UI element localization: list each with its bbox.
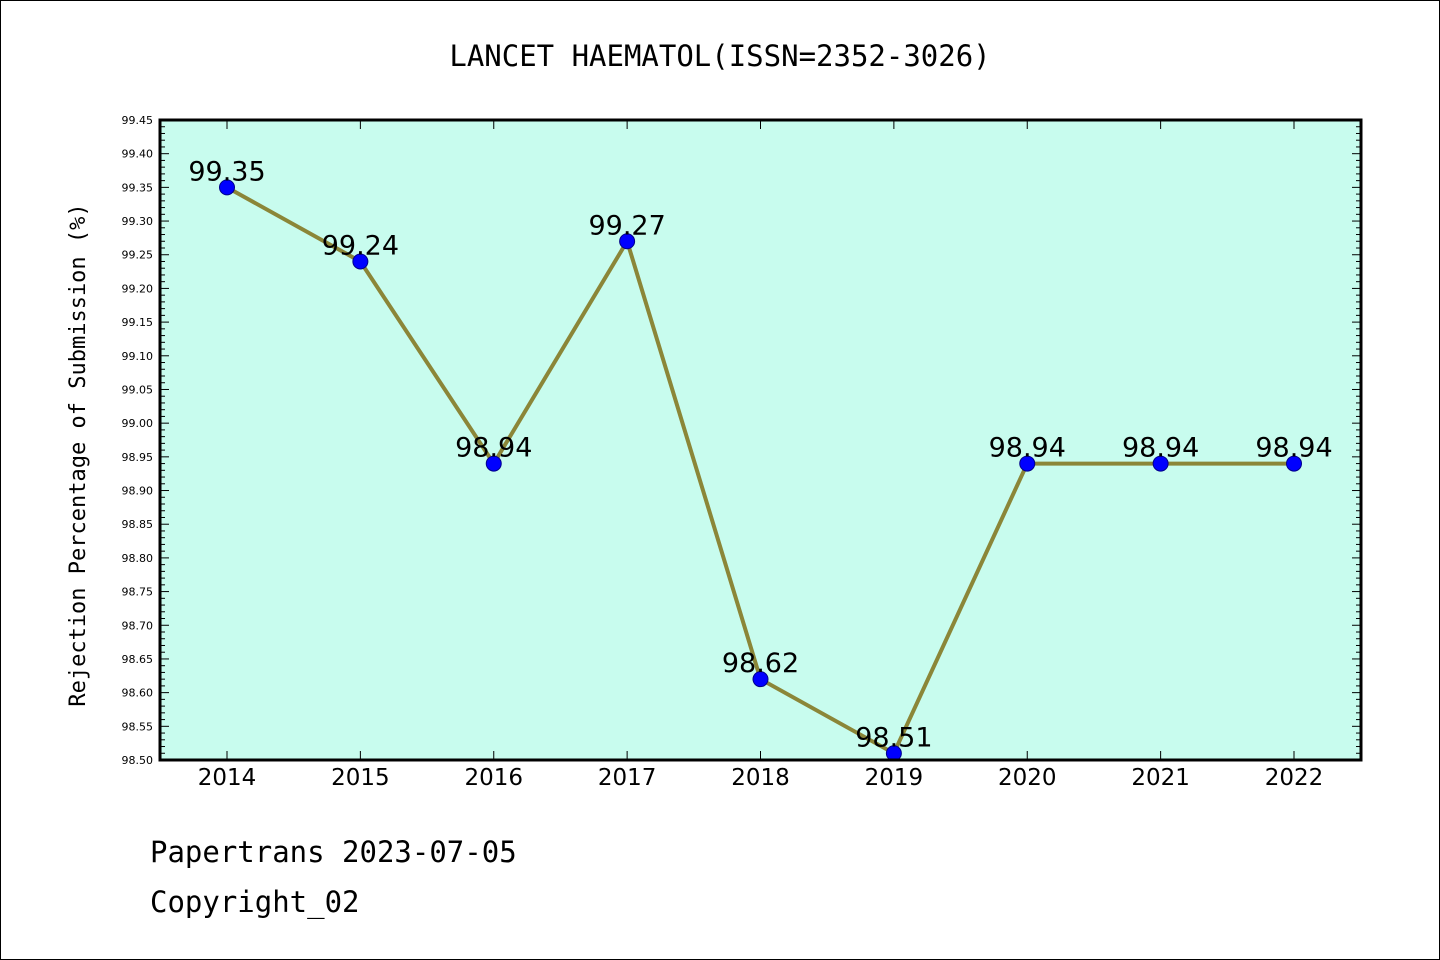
chart-title: LANCET HAEMATOL(ISSN=2352-3026) [449, 39, 990, 73]
y-tick-label: 99.10 [122, 350, 154, 363]
data-point [352, 253, 369, 270]
data-label: 98.94 [1255, 433, 1332, 464]
data-point [619, 233, 636, 250]
x-tick-label: 2016 [464, 765, 523, 791]
x-tick-label: 2021 [1131, 765, 1190, 791]
y-tick-label: 99.35 [122, 181, 154, 194]
footer-papertrans: Papertrans 2023-07-05 [150, 835, 517, 869]
footer-copyright: Copyright_02 [150, 885, 360, 919]
y-tick-label: 98.90 [122, 485, 154, 498]
data-label: 99.35 [188, 156, 265, 187]
y-tick-label: 99.00 [122, 417, 154, 430]
data-label: 98.51 [855, 722, 932, 753]
data-label: 98.94 [989, 433, 1066, 464]
x-tick-label: 2017 [598, 765, 657, 791]
y-tick-label: 99.15 [122, 316, 154, 329]
y-tick-label: 98.50 [122, 754, 154, 767]
y-tick-label: 99.25 [122, 249, 154, 262]
y-tick-label: 98.65 [122, 653, 154, 666]
y-tick-label: 98.80 [122, 552, 154, 565]
data-labels-group: 99.35 99.24 98.94 99.27 98.62 98.51 98.94 98.94… [188, 156, 1332, 753]
data-point [1019, 455, 1036, 472]
data-point [219, 179, 235, 196]
plot-area [160, 120, 1361, 760]
data-point [1286, 455, 1302, 472]
data-point [752, 671, 769, 688]
x-axis: 2014 2015 2016 2017 2018 2019 2020 2021 2022 [198, 120, 1324, 791]
data-label: 98.94 [1122, 433, 1199, 464]
y-tick-label: 98.60 [122, 687, 154, 700]
y-tick-label: 98.75 [122, 586, 154, 599]
y-axis-label: Rejection Percentage of Submission (%) [66, 203, 91, 706]
x-tick-label: 2015 [331, 765, 390, 791]
markers-group [219, 179, 1302, 762]
y-tick-label: 99.20 [122, 282, 154, 295]
data-point [485, 455, 502, 472]
y-tick-label: 98.55 [122, 720, 154, 733]
data-point [1152, 455, 1169, 472]
x-tick-label: 2014 [198, 765, 257, 791]
y-tick-label: 99.30 [122, 215, 154, 228]
data-label: 99.24 [322, 230, 399, 261]
x-tick-label: 2020 [998, 765, 1057, 791]
x-tick-label: 2018 [731, 765, 790, 791]
data-label: 98.62 [722, 648, 799, 679]
y-tick-label: 98.95 [122, 451, 154, 464]
y-tick-label: 99.40 [122, 148, 154, 161]
x-tick-label: 2022 [1265, 765, 1324, 791]
data-label: 99.27 [588, 210, 665, 241]
y-tick-label: 99.05 [122, 383, 154, 396]
data-label: 98.94 [455, 433, 532, 464]
x-tick-label: 2019 [865, 765, 924, 791]
y-tick-label: 98.70 [122, 619, 154, 632]
y-tick-label: 99.45 [122, 114, 154, 127]
y-tick-label: 98.85 [122, 518, 154, 531]
plot-border [158, 118, 1363, 762]
